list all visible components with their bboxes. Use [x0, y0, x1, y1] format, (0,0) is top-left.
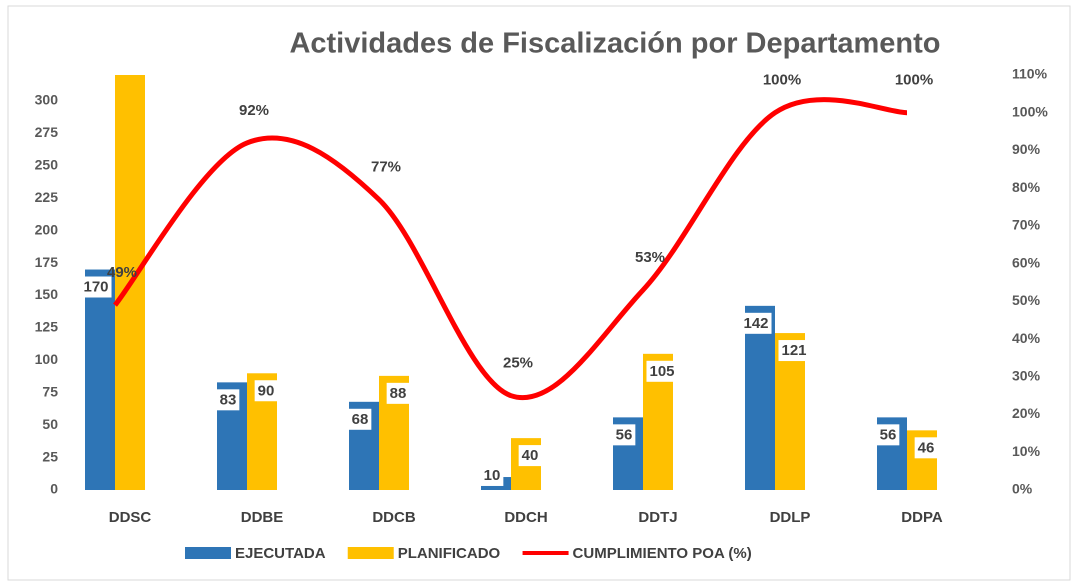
legend-swatch	[522, 551, 569, 555]
y-tick-label: 275	[35, 124, 59, 140]
label-box	[80, 276, 112, 298]
chart-border	[7, 5, 1071, 581]
bar-value-label: 170	[83, 279, 108, 296]
bar-value-label: 10	[484, 467, 501, 484]
label-box	[914, 437, 938, 459]
line-value-label: 53%	[635, 249, 665, 266]
label-box	[740, 312, 772, 334]
y-tick-label: 75	[42, 383, 58, 399]
x-tick-label: DDTJ	[638, 509, 677, 526]
bar-value-label: 40	[522, 447, 539, 464]
y2-tick-label: 80%	[1012, 179, 1041, 195]
y2-tick-label: 10%	[1012, 443, 1041, 459]
label-box	[876, 424, 900, 446]
legend-swatch	[347, 547, 394, 559]
y-tick-label: 150	[35, 286, 59, 302]
x-tick-label: DDPA	[901, 509, 943, 526]
label-box	[348, 408, 372, 430]
x-tick-label: DDCB	[372, 509, 415, 526]
y-tick-label: 25	[42, 448, 58, 464]
line-value-label: 100%	[895, 72, 933, 89]
bar-value-label: 83	[220, 391, 237, 408]
y2-tick-label: 90%	[1012, 141, 1041, 157]
y2-tick-label: 30%	[1012, 368, 1041, 384]
y2-tick-label: 100%	[1012, 103, 1048, 119]
y-tick-label: 250	[35, 156, 59, 172]
y-tick-label: 125	[35, 319, 59, 335]
plot-area	[85, 75, 937, 490]
bar-value-label: 68	[352, 411, 369, 428]
y2-tick-label: 50%	[1012, 292, 1041, 308]
bar	[745, 305, 775, 490]
line	[113, 97, 908, 401]
chart-title: Actividades de Fiscalización por Departa…	[289, 28, 940, 60]
bar	[85, 269, 115, 490]
x-tick-label: DDCH	[504, 509, 547, 526]
label-box	[216, 389, 240, 411]
bar-value-label: 46	[918, 439, 935, 456]
y-tick-label: 300	[35, 92, 59, 108]
y-tick-label: 0	[50, 481, 58, 497]
bar-value-label: 88	[390, 385, 407, 402]
line-value-label: 49%	[107, 264, 137, 281]
y2-tick-label: 0%	[1012, 481, 1033, 497]
legend-label: EJECUTADA	[235, 545, 326, 562]
y-tick-label: 50	[42, 416, 58, 432]
y2-tick-label: 110%	[1012, 66, 1048, 82]
y-tick-label: 100	[35, 351, 59, 367]
label-box	[254, 380, 278, 402]
bar-value-label: 121	[781, 342, 806, 359]
label-box	[386, 382, 410, 404]
label-box	[778, 340, 810, 362]
y2-tick-label: 60%	[1012, 254, 1041, 270]
y2-tick-label: 40%	[1012, 330, 1041, 346]
x-tick-label: DDSC	[109, 509, 152, 526]
label-box	[612, 424, 636, 446]
label-box	[480, 464, 504, 486]
legend-swatch	[185, 547, 231, 559]
label-box	[518, 445, 542, 467]
y-tick-label: 200	[35, 221, 59, 237]
y2-tick-label: 70%	[1012, 217, 1041, 233]
x-tick-label: DDBE	[241, 509, 284, 526]
x-tick-label: DDLP	[770, 509, 811, 526]
y-tick-label: 175	[35, 254, 59, 270]
label-box	[646, 360, 678, 382]
legend-label: PLANIFICADO	[398, 545, 501, 562]
bar-value-label: 105	[649, 363, 674, 380]
line-value-label: 25%	[503, 355, 533, 372]
bar-value-label: 56	[616, 426, 633, 443]
bar-value-label: 90	[258, 382, 275, 399]
bar-value-label: 56	[880, 426, 897, 443]
y-tick-label: 225	[35, 189, 59, 205]
legend-label: CUMPLIMIENTO POA (%)	[573, 545, 752, 562]
y2-tick-label: 20%	[1012, 405, 1041, 421]
line-value-label: 77%	[371, 158, 401, 175]
line-value-label: 100%	[763, 72, 801, 89]
line-value-label: 92%	[239, 102, 269, 119]
bar-value-label: 142	[743, 315, 768, 332]
